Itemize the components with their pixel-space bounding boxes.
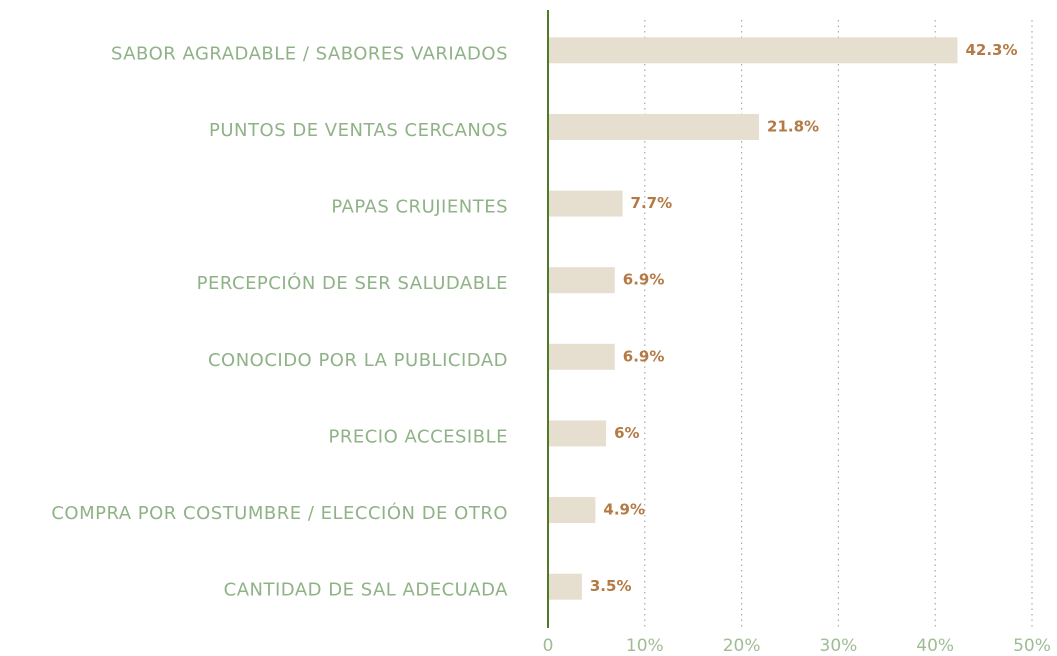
value-label: 21.8%: [767, 117, 819, 135]
value-label: 6.9%: [623, 271, 665, 289]
x-tick-label: 20%: [723, 636, 761, 656]
x-tick-label: 10%: [626, 636, 664, 656]
category-label: PERCEPCIÓN DE SER SALUDABLE: [197, 272, 508, 294]
bar: [548, 37, 958, 64]
category-label: PAPAS CRUJIENTES: [331, 197, 508, 218]
x-tick-label: 40%: [916, 636, 954, 656]
category-label: CANTIDAD DE SAL ADECUADA: [224, 580, 509, 601]
value-label: 42.3%: [965, 41, 1017, 59]
value-label: 6%: [614, 424, 639, 442]
category-label: CONOCIDO POR LA PUBLICIDAD: [208, 350, 508, 371]
category-label: PRECIO ACCESIBLE: [329, 426, 509, 447]
bar: [548, 497, 596, 524]
x-tick-label: 50%: [1013, 636, 1051, 656]
bar: [548, 343, 615, 370]
value-label: 4.9%: [603, 501, 645, 519]
value-label: 3.5%: [590, 577, 632, 595]
value-label: 6.9%: [623, 347, 665, 365]
bar: [548, 190, 623, 217]
bar: [548, 267, 615, 294]
x-tick-label: 0: [543, 636, 554, 656]
value-label: 7.7%: [631, 194, 673, 212]
category-label: SABOR AGRADABLE / SABORES VARIADOS: [111, 43, 508, 64]
bar: [548, 113, 760, 140]
bar: [548, 573, 582, 600]
category-label: PUNTOS DE VENTAS CERCANOS: [209, 120, 508, 141]
bar: [548, 420, 607, 447]
x-tick-label: 30%: [820, 636, 858, 656]
category-label: COMPRA POR COSTUMBRE / ELECCIÓN DE OTRO: [51, 502, 508, 524]
